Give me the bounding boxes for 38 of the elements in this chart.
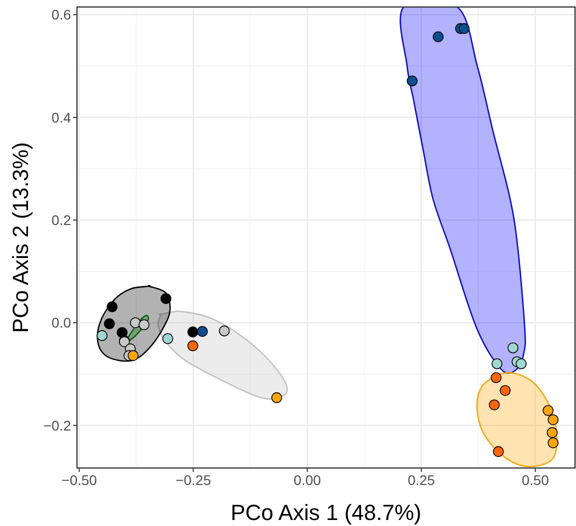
point [548,437,559,448]
point [406,76,418,86]
y-tick-label: 0.4 [52,109,72,126]
point [542,405,554,416]
x-tick-label: −0.50 [62,472,98,488]
x-tick-label: 0.00 [294,472,322,488]
point [271,392,282,404]
point [128,350,138,361]
point [508,342,518,354]
point [187,340,198,352]
y-tick-label: −0.2 [43,417,72,434]
point [492,358,502,370]
point [516,358,527,370]
point [458,23,470,34]
point [106,301,118,312]
y-tick-label: 0.0 [52,314,72,331]
point [488,399,500,410]
point [104,318,115,330]
point [492,446,504,457]
point [187,326,198,338]
point [116,327,128,338]
point [96,330,108,341]
y-axis-title: PCo Axis 2 (13.3%) [8,142,33,333]
point [160,293,172,304]
point [197,326,208,337]
x-axis-title: PCo Axis 1 (48.7%) [230,500,422,525]
point [490,372,502,384]
y-tick-label: 0.2 [52,212,72,228]
point [500,385,511,396]
point [548,414,559,426]
x-tick-label: −0.25 [176,472,212,488]
point [162,333,174,344]
y-tick-label: 0.6 [52,6,72,23]
point [218,326,230,336]
x-tick-label: 0.25 [408,472,436,488]
point [546,427,558,438]
point [432,31,444,42]
x-tick-label: 0.50 [522,472,550,488]
